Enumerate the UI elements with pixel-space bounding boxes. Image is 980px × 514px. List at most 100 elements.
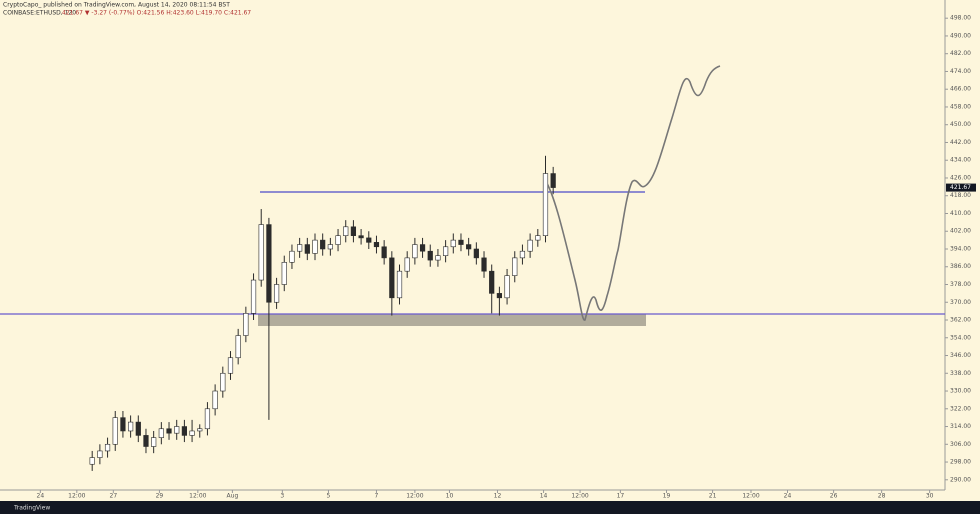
y-tick-label: 354.00 xyxy=(950,334,971,341)
candle-body xyxy=(243,313,249,336)
x-tick-label: 19 xyxy=(663,493,671,500)
candle-body xyxy=(212,390,218,410)
candle-body xyxy=(304,244,310,254)
x-tick-label: 12:00 xyxy=(571,493,588,500)
y-tick-label: 362.00 xyxy=(950,317,971,324)
candle-body xyxy=(181,426,187,436)
candle-body xyxy=(466,244,472,250)
x-tick-label: 3 xyxy=(280,493,284,500)
candle-body xyxy=(220,372,226,392)
y-tick-label: 490.00 xyxy=(950,32,971,39)
y-tick-label: 394.00 xyxy=(950,245,971,252)
candle-body xyxy=(227,357,234,374)
x-tick-label: 17 xyxy=(617,493,625,500)
y-tick-label: 314.00 xyxy=(950,423,971,430)
candle-body xyxy=(97,450,103,458)
y-tick-label: 338.00 xyxy=(950,370,971,377)
x-tick-label: 27 xyxy=(110,493,118,500)
candle-body xyxy=(458,239,464,245)
candle-body xyxy=(419,244,426,252)
x-tick-label: 12:00 xyxy=(406,493,423,500)
y-tick-label: 434.00 xyxy=(950,157,971,164)
y-tick-label: 386.00 xyxy=(950,263,971,270)
candle-body xyxy=(519,250,526,259)
candle-body xyxy=(550,173,556,188)
candle-body xyxy=(235,335,241,359)
candle-body xyxy=(527,239,533,252)
x-tick-label: 12:00 xyxy=(742,493,759,500)
x-tick-label: 7 xyxy=(375,493,379,500)
candle-body xyxy=(327,244,333,250)
x-tick-label: 24 xyxy=(37,493,45,500)
candle-body xyxy=(273,284,280,303)
y-tick-label: 410.00 xyxy=(950,210,971,217)
candle-body xyxy=(427,250,433,261)
y-tick-label: 306.00 xyxy=(950,441,971,448)
candle-body xyxy=(489,270,495,294)
candle-body xyxy=(404,257,410,272)
candle-body xyxy=(481,257,487,272)
y-tick-label: 370.00 xyxy=(950,299,971,306)
x-tick-label: 21 xyxy=(709,493,717,500)
candle-body xyxy=(535,235,541,241)
y-tick-label: 474.00 xyxy=(950,68,971,75)
candle-body xyxy=(266,224,272,303)
header-publisher: CryptoCapo_ published on TradingView.com… xyxy=(3,2,230,9)
candle-body xyxy=(504,275,510,299)
x-tick-label: 12:00 xyxy=(189,493,206,500)
last-price-label: 421.67 xyxy=(950,184,971,191)
header-quote: 421.67 ▼ -3.27 (-0.77%) O:421.56 H:423.6… xyxy=(62,10,251,17)
candle-body xyxy=(335,235,341,245)
candle-body xyxy=(112,417,118,445)
y-tick-label: 418.00 xyxy=(950,192,971,199)
candle-body xyxy=(396,270,403,299)
x-tick-label: 30 xyxy=(926,493,934,500)
x-tick-label: 12:00 xyxy=(68,493,85,500)
y-tick-label: 482.00 xyxy=(950,50,971,57)
candle-body xyxy=(135,421,141,436)
x-tick-label: 10 xyxy=(446,493,454,500)
candle-body xyxy=(381,246,387,259)
footer-bar xyxy=(0,501,980,514)
candle-body xyxy=(204,408,211,430)
candle-body xyxy=(143,435,149,447)
candle-body xyxy=(250,279,257,314)
candle-body xyxy=(166,428,172,434)
y-tick-label: 402.00 xyxy=(950,228,971,235)
candle-body xyxy=(297,244,303,252)
y-tick-label: 442.00 xyxy=(950,139,971,146)
y-tick-label: 322.00 xyxy=(950,405,971,412)
candle-body xyxy=(128,421,134,432)
x-tick-label: 28 xyxy=(878,493,886,500)
x-tick-label: 5 xyxy=(327,493,331,500)
candle-body xyxy=(496,293,502,299)
y-tick-label: 466.00 xyxy=(950,86,971,93)
y-tick-label: 426.00 xyxy=(950,174,971,181)
candle-body xyxy=(158,428,164,438)
candle-body xyxy=(104,443,111,452)
y-tick-label: 330.00 xyxy=(950,388,971,395)
candle-body xyxy=(450,239,456,248)
last-price-box xyxy=(946,183,976,192)
x-tick-label: 29 xyxy=(156,493,164,500)
y-tick-label: 378.00 xyxy=(950,281,971,288)
candle-body xyxy=(366,237,372,243)
y-tick-label: 298.00 xyxy=(950,459,971,466)
candle-body xyxy=(512,257,518,276)
header-symbol: COINBASE:ETHUSD, 120 xyxy=(3,10,76,17)
candle-body xyxy=(89,457,95,465)
y-tick-label: 498.00 xyxy=(950,15,971,22)
candle-body xyxy=(473,248,479,259)
x-tick-label: 26 xyxy=(830,493,838,500)
candle-body xyxy=(289,250,295,263)
x-tick-label: 12 xyxy=(494,493,502,500)
candle-body xyxy=(343,226,349,236)
candle-body xyxy=(358,235,364,239)
footer-logo: TradingView xyxy=(13,505,50,512)
candle-body xyxy=(389,257,395,299)
candle-body xyxy=(443,246,449,256)
candle-body xyxy=(542,173,549,236)
